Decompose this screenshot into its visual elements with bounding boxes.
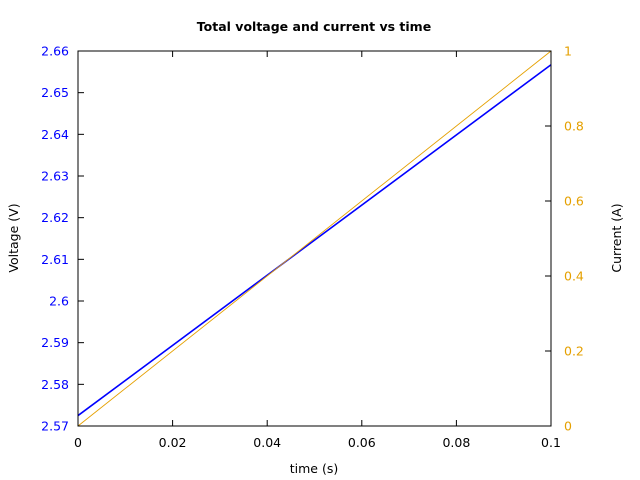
y-tick-label: 2.57 [41, 419, 69, 434]
y2-tick-label: 0 [564, 419, 572, 434]
y2-tick-label: 0.2 [564, 344, 584, 359]
y-tick-label: 2.63 [41, 169, 69, 184]
y2-tick-label: 0.6 [564, 194, 584, 209]
y-tick-label: 2.64 [41, 127, 69, 142]
y-tick-label: 2.61 [41, 252, 69, 267]
x-tick-label: 0 [74, 435, 82, 450]
tick-labels: 0 0.02 0.04 0.06 0.08 0.1 2.57 2.58 2.59 2.6 2.61 2… [41, 44, 584, 451]
x-tick-label: 0.08 [442, 435, 470, 450]
series-lines [77, 50, 552, 427]
y-tick-label: 2.59 [41, 335, 69, 350]
x-tick-label: 0.02 [159, 435, 187, 450]
y-axis-label: Voltage (V) [6, 203, 21, 272]
x-axis-label: time (s) [290, 461, 338, 476]
y2-tick-label: 0.4 [564, 269, 584, 284]
y-tick-label: 2.66 [41, 44, 69, 59]
x-tick-label: 0.1 [541, 435, 561, 450]
y-tick-label: 2.65 [41, 85, 69, 100]
y-tick-label: 2.58 [41, 377, 69, 392]
x-tick-label: 0.04 [253, 435, 281, 450]
y2-tick-label: 0.8 [564, 119, 584, 134]
y2-axis-label: Current (A) [609, 203, 624, 272]
x-tick-label: 0.06 [348, 435, 376, 450]
current-series-line [77, 50, 552, 427]
chart-title: Total voltage and current vs time [197, 19, 431, 34]
y2-tick-label: 1 [564, 44, 572, 59]
voltage-series-line [77, 64, 552, 417]
y-tick-label: 2.62 [41, 210, 69, 225]
plot-frame [77, 50, 552, 427]
y-tick-label: 2.6 [49, 294, 69, 309]
